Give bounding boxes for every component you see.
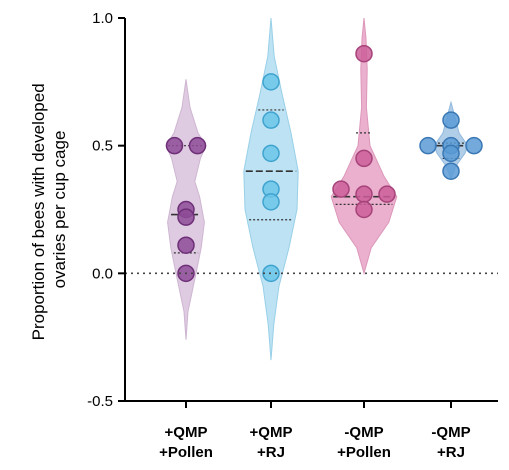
- data-point: [442, 111, 460, 129]
- data-point: [442, 144, 460, 163]
- data-point: [262, 111, 280, 129]
- data-point: [419, 136, 437, 155]
- y-tick-labels: -0.5 0.0 0.5 1.0: [87, 10, 113, 410]
- data-point: [355, 200, 373, 219]
- data-point: [177, 208, 195, 226]
- x-category-label-line: +QMP: [250, 424, 293, 441]
- x-category-label: +QMP +RJ: [250, 424, 293, 461]
- data-point: [355, 185, 373, 203]
- data-point: [355, 44, 373, 63]
- data-point: [442, 162, 460, 180]
- data-point: [188, 136, 207, 155]
- violin-layer: [165, 17, 483, 361]
- data-point: [165, 136, 184, 155]
- y-tick-label: 0.0: [92, 265, 113, 282]
- x-category-label-line: -QMP: [431, 424, 470, 441]
- data-point: [262, 193, 280, 211]
- x-category-label: -QMP +Pollen: [337, 424, 391, 461]
- axes: [118, 17, 498, 408]
- data-point: [465, 136, 483, 155]
- x-category-label: +QMP +Pollen: [159, 424, 213, 461]
- data-point: [378, 185, 396, 203]
- x-category-label-line: +RJ: [257, 444, 285, 461]
- data-point: [332, 180, 350, 198]
- violin-group-4: [419, 100, 483, 181]
- x-category-label-line: +Pollen: [337, 444, 391, 461]
- y-tick-label: 1.0: [92, 10, 113, 27]
- violin-group-1: [165, 79, 207, 340]
- y-tick-label: -0.5: [87, 393, 113, 410]
- data-point: [262, 144, 280, 163]
- x-category-label-line: +QMP: [165, 424, 208, 441]
- data-point: [262, 73, 280, 91]
- x-category-label-line: +Pollen: [159, 444, 213, 461]
- violin-group-2: [243, 17, 299, 361]
- y-tick-label: 0.5: [92, 138, 113, 155]
- violin-shape: [330, 17, 398, 276]
- x-category-label-line: -QMP: [344, 424, 383, 441]
- data-point: [177, 236, 195, 254]
- x-category-labels: +QMP +Pollen +QMP +RJ -QMP +Pollen -QMP +RJ: [159, 424, 470, 461]
- x-category-label-line: +RJ: [437, 444, 465, 461]
- x-category-label: -QMP +RJ: [431, 424, 470, 461]
- y-axis-title-line-1: Proportion of bees with developed: [29, 83, 48, 340]
- data-point: [355, 149, 373, 168]
- y-axis-title: Proportion of bees with developed ovarie…: [29, 79, 69, 341]
- y-axis-title-line-2: ovaries per cup cage: [50, 131, 69, 289]
- violin-group-3: [330, 17, 398, 276]
